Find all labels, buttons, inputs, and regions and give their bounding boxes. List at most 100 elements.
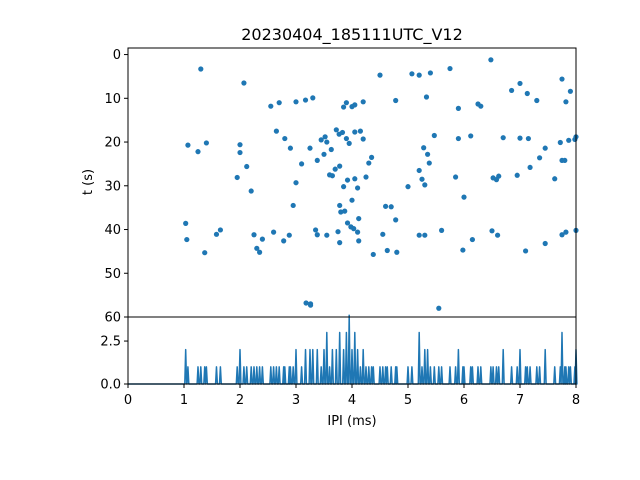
scatter-point bbox=[421, 145, 427, 151]
y-tick-label: 20 bbox=[104, 136, 121, 151]
histogram-y-tick-label: 0.0 bbox=[100, 378, 121, 393]
scatter-point bbox=[567, 88, 574, 94]
scatter-point bbox=[217, 227, 223, 233]
scatter-point bbox=[357, 128, 363, 134]
scatter-point bbox=[344, 220, 351, 226]
scatter-point bbox=[469, 236, 475, 243]
scatter-point bbox=[562, 157, 568, 164]
scatter-point bbox=[338, 209, 344, 215]
scatter-point bbox=[496, 173, 502, 179]
scatter-point bbox=[333, 127, 339, 133]
scatter-point bbox=[329, 173, 335, 179]
scatter-point bbox=[314, 232, 320, 238]
scatter-point bbox=[248, 188, 254, 194]
scatter-point bbox=[352, 102, 358, 108]
scatter-point bbox=[523, 248, 529, 254]
scatter-point bbox=[416, 232, 422, 238]
scatter-point bbox=[299, 161, 305, 167]
scatter-point bbox=[500, 135, 506, 141]
scatter-point bbox=[251, 232, 257, 238]
scatter-point bbox=[431, 132, 437, 139]
scatter-point bbox=[271, 229, 277, 235]
scatter-point bbox=[314, 157, 320, 164]
y-axis-label: t (s) bbox=[81, 169, 96, 195]
scatter-point bbox=[383, 203, 389, 209]
scatter-point bbox=[237, 149, 243, 156]
scatter-point bbox=[366, 160, 372, 166]
y-tick-label: 60 bbox=[104, 311, 121, 326]
scatter-point bbox=[422, 182, 428, 188]
scatter-point bbox=[303, 300, 309, 306]
scatter-point bbox=[290, 202, 296, 209]
scatter-point bbox=[542, 240, 548, 247]
scatter-point bbox=[324, 139, 330, 145]
scatter-point bbox=[356, 238, 362, 244]
scatter-point bbox=[422, 232, 428, 238]
scatter-point bbox=[355, 185, 361, 191]
scatter-point bbox=[286, 232, 292, 238]
scatter-point bbox=[337, 202, 343, 209]
scatter-point bbox=[241, 80, 247, 86]
scatter-point bbox=[268, 103, 274, 109]
scatter-point bbox=[455, 135, 461, 142]
scatter-point bbox=[257, 249, 263, 255]
scatter-point bbox=[313, 227, 319, 233]
scatter-point bbox=[461, 194, 467, 200]
scatter-point bbox=[416, 167, 422, 174]
scatter-point bbox=[524, 90, 530, 97]
scatter-points bbox=[183, 57, 579, 311]
scatter-point bbox=[393, 217, 399, 223]
scatter-point bbox=[423, 94, 430, 100]
x-tick-label: 7 bbox=[516, 393, 524, 408]
scatter-point bbox=[184, 236, 190, 243]
scatter-point bbox=[349, 197, 355, 203]
scatter-point bbox=[363, 174, 369, 180]
scatter-point bbox=[337, 240, 343, 246]
scatter-point bbox=[360, 99, 366, 105]
scatter-point bbox=[356, 215, 362, 222]
histogram-y-ticks: 0.0 2.5 bbox=[100, 335, 128, 393]
scatter-point bbox=[351, 226, 357, 232]
scatter-point bbox=[332, 166, 338, 172]
scatter-point bbox=[495, 232, 501, 238]
scatter-point bbox=[244, 163, 250, 170]
scatter-point bbox=[552, 176, 558, 182]
scatter-point bbox=[572, 136, 578, 143]
scatter-point bbox=[377, 72, 383, 78]
scatter-point bbox=[293, 99, 299, 105]
scatter-point bbox=[563, 229, 569, 235]
y-tick-label: 30 bbox=[104, 179, 121, 194]
scatter-point bbox=[234, 174, 240, 181]
scatter-point bbox=[455, 105, 461, 111]
scatter-point bbox=[195, 149, 201, 155]
y-tick-label: 50 bbox=[104, 267, 121, 282]
scatter-point bbox=[488, 57, 494, 63]
x-tick-label: 4 bbox=[348, 393, 356, 408]
scatter-point bbox=[517, 135, 523, 141]
scatter-point bbox=[343, 100, 349, 106]
x-tick-label: 1 bbox=[180, 393, 188, 408]
chart-title: 20230404_185111UTC_V12 bbox=[241, 25, 463, 45]
scatter-point bbox=[425, 151, 431, 157]
scatter-point bbox=[302, 97, 309, 103]
scatter-point bbox=[341, 184, 347, 190]
scatter-point bbox=[559, 232, 565, 238]
scatter-point bbox=[517, 80, 523, 87]
scatter-point bbox=[360, 136, 366, 142]
x-tick-label: 5 bbox=[404, 393, 412, 408]
scatter-point bbox=[185, 142, 191, 148]
y-tick-label: 40 bbox=[104, 223, 121, 238]
scatter-point bbox=[563, 99, 569, 105]
scatter-point bbox=[439, 227, 445, 233]
scatter-point bbox=[310, 95, 316, 101]
scatter-point bbox=[307, 302, 314, 308]
scatter-point bbox=[370, 251, 376, 258]
scatter-point bbox=[394, 249, 400, 255]
x-tick-label: 2 bbox=[236, 393, 244, 408]
x-tick-label: 0 bbox=[124, 393, 132, 408]
scatter-point bbox=[405, 184, 411, 190]
scatter-point bbox=[460, 247, 466, 253]
x-tick-label: 8 bbox=[572, 393, 580, 408]
